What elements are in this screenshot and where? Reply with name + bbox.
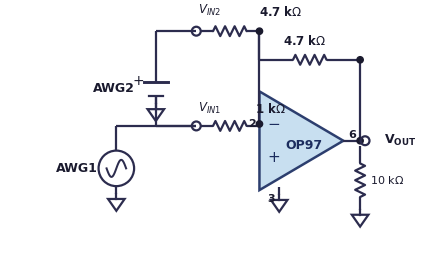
Text: AWG1: AWG1	[56, 162, 98, 175]
Polygon shape	[259, 91, 342, 190]
Text: $-$: $-$	[266, 116, 279, 131]
Circle shape	[256, 121, 262, 127]
Circle shape	[256, 28, 262, 34]
Text: 4.7 k$\Omega$: 4.7 k$\Omega$	[283, 34, 326, 48]
Text: $\mathbf{V_{OUT}}$: $\mathbf{V_{OUT}}$	[383, 133, 415, 148]
Text: $V_{IN2}$: $V_{IN2}$	[198, 3, 221, 18]
Text: 3: 3	[267, 194, 274, 204]
Text: 1 k$\Omega$: 1 k$\Omega$	[254, 102, 285, 116]
Text: 4.7 k$\Omega$: 4.7 k$\Omega$	[259, 5, 302, 19]
Text: $+$: $+$	[132, 73, 144, 88]
Text: 2: 2	[247, 119, 255, 129]
Text: AWG2: AWG2	[93, 82, 135, 95]
Text: $V_{IN1}$: $V_{IN1}$	[198, 101, 221, 116]
Text: OP97: OP97	[285, 139, 322, 152]
Text: 6: 6	[348, 130, 355, 140]
Circle shape	[356, 57, 362, 63]
Text: $+$: $+$	[266, 150, 279, 165]
Text: 10 k$\Omega$: 10 k$\Omega$	[369, 174, 403, 186]
Circle shape	[356, 138, 362, 144]
